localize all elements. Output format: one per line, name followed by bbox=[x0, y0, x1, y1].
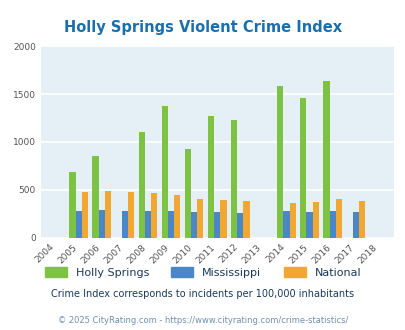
Bar bbox=[92, 156, 98, 238]
Bar bbox=[299, 98, 306, 238]
Bar bbox=[168, 211, 174, 238]
Bar bbox=[230, 120, 237, 238]
Bar bbox=[69, 172, 75, 238]
Bar bbox=[329, 211, 335, 238]
Bar bbox=[145, 211, 151, 238]
Bar bbox=[289, 203, 295, 238]
Bar bbox=[104, 191, 111, 238]
Bar bbox=[98, 210, 104, 238]
Bar bbox=[306, 212, 312, 238]
Bar bbox=[312, 202, 318, 238]
Bar bbox=[213, 212, 220, 238]
Bar bbox=[81, 192, 88, 238]
Bar bbox=[243, 201, 249, 238]
Bar bbox=[358, 201, 364, 238]
Text: Holly Springs Violent Crime Index: Holly Springs Violent Crime Index bbox=[64, 20, 341, 35]
Bar bbox=[128, 192, 134, 238]
Bar bbox=[75, 211, 82, 238]
Bar bbox=[220, 200, 226, 238]
Bar bbox=[322, 81, 329, 238]
Legend: Holly Springs, Mississippi, National: Holly Springs, Mississippi, National bbox=[40, 263, 365, 282]
Bar bbox=[190, 212, 197, 238]
Bar bbox=[174, 195, 180, 238]
Bar bbox=[197, 199, 203, 238]
Bar bbox=[283, 211, 289, 238]
Bar bbox=[184, 148, 190, 238]
Bar bbox=[207, 116, 213, 238]
Bar bbox=[161, 106, 168, 238]
Bar bbox=[122, 211, 128, 238]
Bar bbox=[138, 132, 145, 238]
Bar bbox=[237, 213, 243, 238]
Bar bbox=[335, 199, 341, 238]
Bar bbox=[151, 193, 157, 238]
Text: Crime Index corresponds to incidents per 100,000 inhabitants: Crime Index corresponds to incidents per… bbox=[51, 289, 354, 299]
Bar bbox=[277, 86, 283, 238]
Text: © 2025 CityRating.com - https://www.cityrating.com/crime-statistics/: © 2025 CityRating.com - https://www.city… bbox=[58, 315, 347, 325]
Bar bbox=[352, 212, 358, 238]
